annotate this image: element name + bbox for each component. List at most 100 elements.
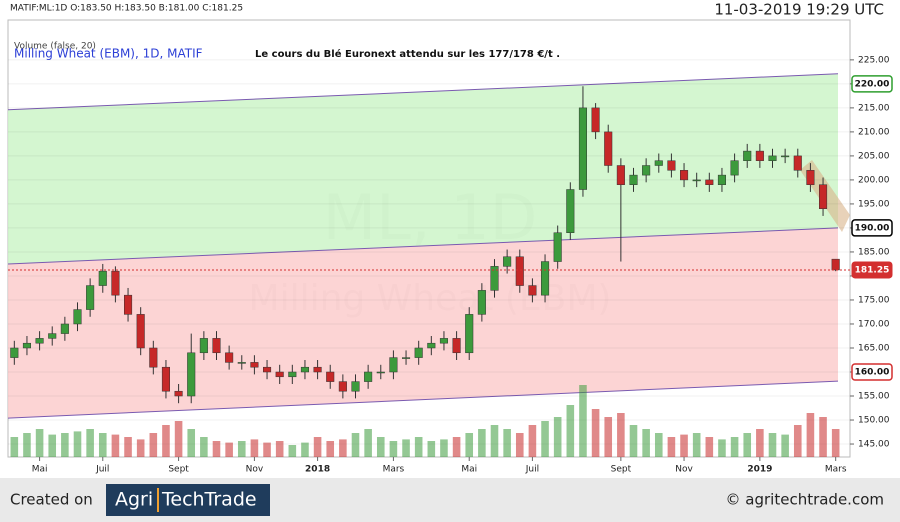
volume-bar [667, 437, 676, 457]
channel-line [7, 380, 839, 419]
y-tick-label: 215.00 [858, 103, 890, 113]
logo-agri: Agri [115, 489, 153, 511]
candle-body [541, 261, 550, 296]
candle-body [199, 338, 208, 354]
volume-bar [705, 437, 714, 457]
candle-body [553, 232, 562, 262]
volume-bar [389, 441, 398, 457]
x-tick-label: Nov [246, 465, 264, 475]
volume-bar [124, 437, 132, 457]
x-tick-label: Mars [825, 465, 847, 475]
candle-body [667, 160, 676, 171]
volume-bar [326, 441, 335, 457]
volume-bar [654, 433, 663, 457]
candle-body [98, 270, 107, 286]
candle-body [490, 266, 499, 291]
candle-body [477, 290, 486, 315]
x-tick-label: Sept [168, 465, 189, 475]
candle-body [566, 189, 575, 233]
price-marker-box [851, 363, 893, 381]
candle-body [237, 362, 246, 364]
volume-bar [136, 439, 145, 457]
candle-body [313, 366, 322, 373]
x-tick-label: Sept [611, 465, 632, 475]
x-tick-label: Nov [675, 465, 693, 475]
y-tick-label: 155.00 [858, 392, 890, 402]
volume-bar [515, 433, 524, 457]
volume-bar [35, 429, 44, 457]
y-tick-label: 200.00 [858, 175, 890, 185]
x-tick-label: Juil [95, 465, 109, 475]
candle-body [288, 371, 297, 378]
channel-upper-zone [8, 73, 838, 264]
candle-body [326, 371, 335, 382]
candle-body [174, 390, 183, 397]
volume-bar [364, 429, 372, 457]
candle-body [591, 107, 600, 133]
candle-body [831, 258, 840, 271]
candle-body [692, 179, 701, 182]
volume-bar [212, 441, 221, 457]
channel-line [7, 227, 839, 265]
volume-bar [86, 429, 94, 457]
volume-bar [111, 434, 120, 457]
y-tick-label: 175.00 [858, 295, 890, 305]
volume-bar [806, 413, 815, 457]
candle-body [439, 338, 448, 344]
candle-body [503, 256, 512, 267]
volume-bar [10, 437, 19, 457]
candle-body [642, 165, 651, 176]
volume-bar [730, 437, 739, 457]
y-tick-label: 150.00 [858, 416, 890, 426]
candle-body [212, 338, 221, 354]
candle-body [10, 347, 19, 358]
volume-bar [288, 445, 297, 457]
volume-bar [351, 433, 360, 457]
x-tick-label: Juil [525, 465, 539, 475]
y-tick-label: 170.00 [858, 319, 890, 329]
volume-bar [768, 433, 777, 457]
y-tick-label: 145.00 [858, 440, 890, 450]
volume-bar [427, 441, 436, 457]
volume-bar [98, 433, 107, 457]
candle-body [654, 160, 663, 166]
candle-body [768, 155, 777, 161]
price-marker-label: 181.25 [855, 265, 890, 275]
candle-body [604, 131, 613, 166]
x-tick-label: 2019 [747, 465, 772, 475]
candle-body [149, 347, 158, 368]
candle-body [60, 323, 69, 334]
site: © agritechtrade.com [726, 491, 884, 509]
volume-bar [579, 385, 587, 457]
symbol: Milling Wheat (EBM), 1D, MATIF [14, 47, 203, 61]
created-on: Created on [10, 491, 93, 509]
volume-bar [465, 433, 474, 457]
volume-label: Volume (false, 20) [14, 42, 96, 52]
y-tick-label: 195.00 [858, 199, 890, 209]
volume-bar [187, 429, 196, 457]
channel-lower-zone [8, 227, 838, 419]
volume-bar [831, 429, 840, 457]
volume-bar [48, 434, 57, 457]
x-tick-label: Mai [461, 465, 477, 475]
volume-bar [604, 417, 613, 457]
y-tick-label: 165.00 [858, 343, 890, 353]
volume-bar [301, 442, 309, 457]
volume-bar [781, 434, 789, 457]
price-marker-box [851, 75, 893, 93]
candle-body [578, 107, 587, 190]
candle-body [730, 160, 739, 176]
volume-bar [225, 442, 233, 457]
volume-bar [275, 441, 284, 457]
candle-body [781, 155, 790, 158]
candle-body [705, 179, 714, 185]
logo-techtrade: TechTrade [161, 489, 257, 511]
candle-body [793, 155, 802, 171]
volume-bar [642, 429, 650, 457]
x-tick-label: Mars [383, 465, 405, 475]
candle-body [86, 285, 95, 310]
volume-bar [819, 417, 827, 457]
volume-bar [692, 433, 701, 457]
candle-body [161, 366, 170, 392]
